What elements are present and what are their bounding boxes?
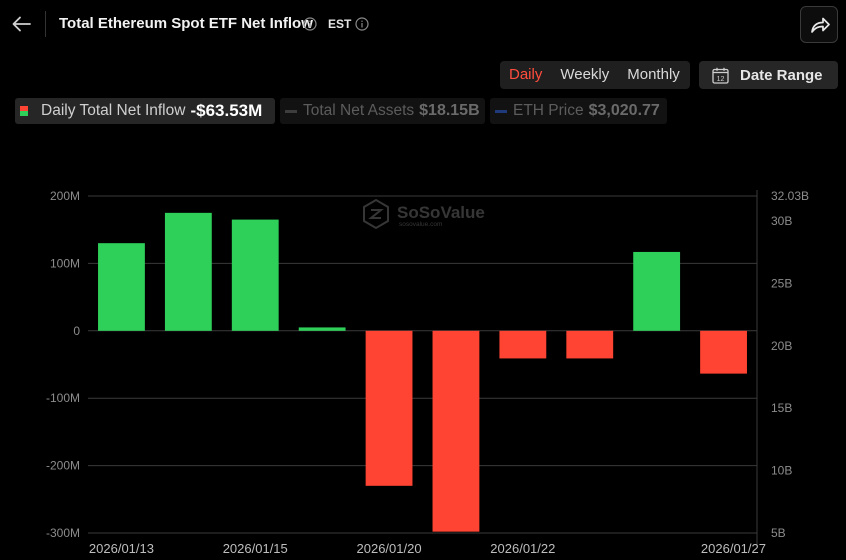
bar-2026/01/15 — [231, 219, 279, 331]
period-monthly-tab[interactable]: Monthly — [627, 66, 680, 83]
bar-2026/01/26 — [633, 251, 681, 331]
bar-2026/01/14 — [164, 212, 212, 331]
legend-net-inflow[interactable]: Daily Total Net Inflow -$63.53M — [15, 98, 275, 124]
net-assets-swatch — [285, 109, 297, 113]
back-arrow-icon[interactable] — [10, 12, 34, 36]
y-left-tick-label: 100M — [50, 256, 80, 270]
x-tick-label: 2026/01/15 — [223, 541, 288, 556]
legend-net-assets-label: Total Net Assets — [303, 102, 415, 119]
calendar-icon: 12 — [712, 67, 729, 84]
y-right-tick-label: 10B — [771, 464, 792, 478]
x-tick-label: 2026/01/20 — [357, 541, 422, 556]
bar-2026/01/23 — [566, 330, 614, 359]
timezone-info-icon[interactable] — [355, 17, 369, 31]
y-right-tick-label: 25B — [771, 276, 792, 290]
y-right-tick-label: 30B — [771, 214, 792, 228]
x-tick-label: 2026/01/13 — [89, 541, 154, 556]
y-left-tick-label: -300M — [46, 526, 80, 540]
sosovalue-watermark: SoSoValue sosovalue.com — [363, 198, 485, 230]
legend-net-assets-value: $18.15B — [419, 102, 480, 119]
y-left-tick-label: 0 — [73, 324, 80, 338]
x-tick-label: 2026/01/27 — [701, 541, 766, 556]
title-info-icon[interactable] — [303, 17, 317, 31]
bar-2026/01/16 — [298, 327, 346, 331]
net-inflow-swatch — [20, 106, 28, 116]
y-axis-left: 200M 100M 0 -100M -200M -300M — [46, 189, 80, 540]
x-tick-label: 2026/01/22 — [490, 541, 555, 556]
legend-net-assets[interactable]: Total Net Assets $18.15B — [280, 98, 485, 124]
share-button[interactable] — [800, 6, 838, 43]
watermark-site: sosovalue.com — [399, 221, 442, 228]
bar-2026/01/22 — [499, 330, 547, 359]
bar-series — [98, 212, 747, 532]
legend-net-inflow-label: Daily Total Net Inflow — [41, 102, 186, 119]
legend-eth-price[interactable]: ETH Price $3,020.77 — [490, 98, 667, 124]
bar-2026/01/27 — [700, 330, 747, 374]
y-right-tick-label: 15B — [771, 401, 792, 415]
share-icon — [811, 17, 830, 33]
legend-eth-price-value: $3,020.77 — [588, 102, 660, 119]
timezone-label: EST — [328, 17, 352, 31]
period-daily-tab[interactable]: Daily — [509, 66, 543, 83]
y-axis-right: 32.03B 30B 25B 20B 15B 10B 5B — [771, 189, 809, 540]
legend-eth-price-label: ETH Price — [513, 102, 584, 119]
y-left-tick-label: 200M — [50, 189, 80, 203]
page-title: Total Ethereum Spot ETF Net Inflow — [59, 15, 313, 32]
x-axis: 2026/01/13 2026/01/15 2026/01/20 2026/01/22… — [89, 541, 766, 556]
header-divider — [45, 11, 46, 37]
eth-price-swatch — [495, 109, 507, 113]
period-weekly-tab[interactable]: Weekly — [560, 66, 610, 83]
period-toggle: Daily Weekly Monthly — [500, 61, 690, 89]
svg-text:12: 12 — [717, 76, 725, 83]
y-left-tick-label: -200M — [46, 459, 80, 473]
y-right-tick-label: 32.03B — [771, 189, 809, 203]
bar-2026/01/21 — [432, 330, 480, 532]
bar-2026/01/13 — [98, 243, 145, 331]
watermark-brand: SoSoValue — [397, 203, 485, 222]
date-range-button[interactable]: 12 Date Range — [699, 61, 838, 89]
sosovalue-logo-icon — [363, 198, 389, 230]
date-range-label: Date Range — [740, 67, 823, 84]
y-left-tick-label: -100M — [46, 391, 80, 405]
y-right-tick-label: 5B — [771, 526, 786, 540]
legend-net-inflow-value: -$63.53M — [190, 101, 263, 120]
y-right-tick-label: 20B — [771, 339, 792, 353]
top-bar: Total Ethereum Spot ETF Net Inflow EST — [0, 0, 846, 48]
bar-2026/01/20 — [365, 330, 413, 486]
